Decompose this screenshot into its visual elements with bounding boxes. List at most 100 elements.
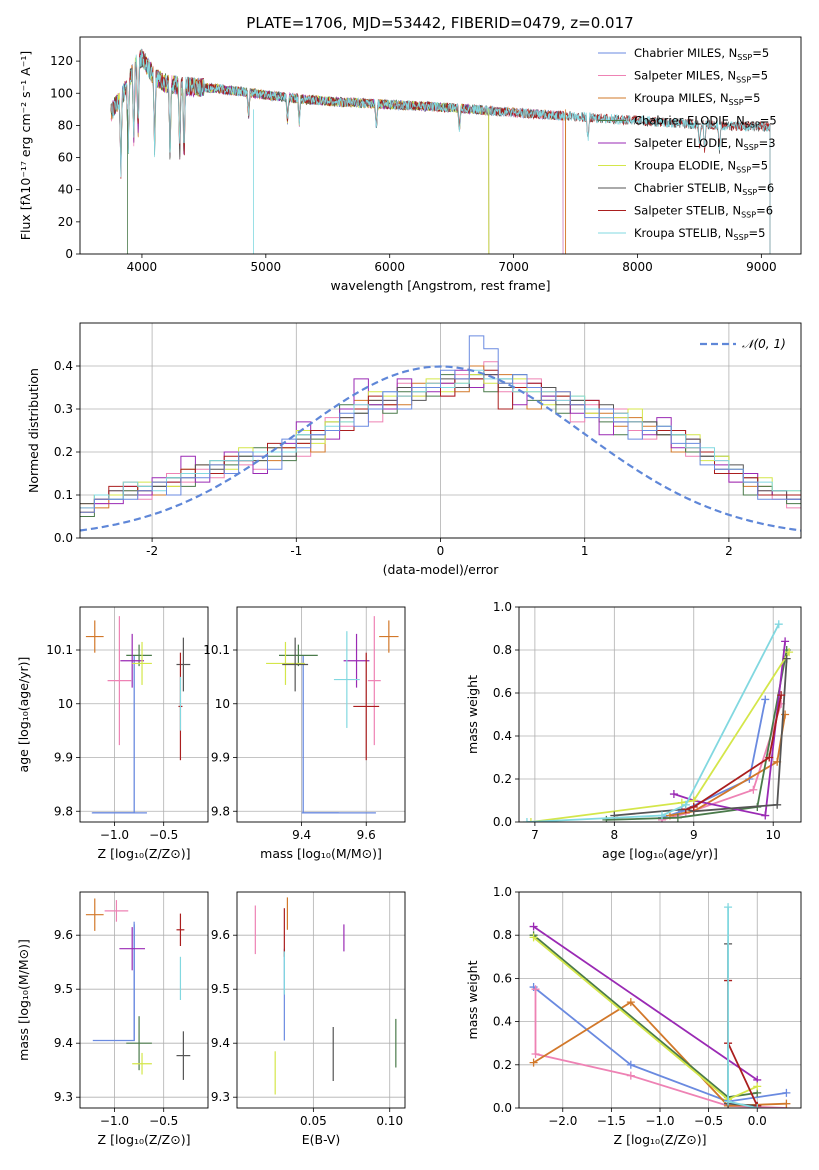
x-tick-label: 4000 xyxy=(127,260,158,274)
y-tick-label: 0.8 xyxy=(493,928,512,942)
series-marker xyxy=(782,1088,791,1097)
plot-content xyxy=(85,616,191,814)
series-marker xyxy=(761,811,770,820)
series-marker xyxy=(529,922,538,931)
series-marker xyxy=(749,785,758,794)
series-marker xyxy=(777,691,786,700)
x-tick-label: 7 xyxy=(531,828,539,842)
series-marker xyxy=(681,800,690,809)
grid-lines xyxy=(80,892,208,1108)
x-axis-label: mass [log₁₀(M/M⊙)] xyxy=(260,846,382,861)
panel-6: 0.05 0.10 9.3 9.4 9.5 9.6 E(B-V) xyxy=(211,891,406,1147)
series-marker xyxy=(602,815,611,822)
series-marker xyxy=(522,818,531,822)
y-tick-label: 10.1 xyxy=(203,643,230,657)
series-marker xyxy=(761,695,770,704)
series-marker xyxy=(657,811,666,820)
x-axis-label: Z [log₁₀(Z/Z⊙)] xyxy=(98,846,191,861)
plot-content xyxy=(266,616,399,814)
spectrum-chabrier-miles xyxy=(110,50,564,254)
x-tick-label: 9.6 xyxy=(357,828,376,842)
line-salpeter-stelib xyxy=(724,976,762,1108)
x-tick-label: 1 xyxy=(581,544,589,558)
y-tick-label: 9.9 xyxy=(211,751,230,765)
errorbar-salpeter-stelib xyxy=(353,652,380,761)
x-tick-label: −1.0 xyxy=(100,1114,129,1128)
series-marker xyxy=(773,800,782,809)
series-marker xyxy=(526,818,535,822)
series-marker xyxy=(785,648,794,657)
series-marker xyxy=(531,985,540,994)
figure-title: PLATE=1706, MJD=53442, FIBERID=0479, z=0… xyxy=(246,14,633,32)
errorbar-salpeter-elodie xyxy=(119,927,145,971)
line-chabrier-elodie xyxy=(529,931,762,1102)
errorbar-kroupa-miles xyxy=(379,620,399,653)
series-line xyxy=(533,986,787,1103)
grid-lines xyxy=(237,607,405,822)
series-line xyxy=(727,943,758,1107)
y-tick-label: 9.8 xyxy=(211,804,230,818)
x-axis-label: E(B-V) xyxy=(302,1132,341,1147)
x-tick-label: 0.0 xyxy=(748,1114,767,1128)
errorbar-salpeter-elodie xyxy=(120,633,144,688)
y-tick-label: 0.4 xyxy=(54,359,73,373)
series-line xyxy=(533,934,758,1099)
spectrum-kroupa-miles xyxy=(110,49,566,254)
y-tick-label: 1.0 xyxy=(493,885,512,899)
y-tick-label: 9.6 xyxy=(211,928,230,942)
y-tick-label: 0.3 xyxy=(54,402,73,416)
panel-3: 9.4 9.6 9.8 9.9 10 10.1 mass [log₁₀(M/M⊙)] xyxy=(203,606,406,861)
y-tick-label: 0.8 xyxy=(493,643,512,657)
errorbar-kroupa-stelib xyxy=(333,631,360,728)
y-tick-label: 9.6 xyxy=(54,928,73,942)
series-line xyxy=(606,649,788,821)
series-line xyxy=(526,623,780,822)
series-marker xyxy=(626,998,635,1007)
x-tick-label: 8 xyxy=(611,828,619,842)
series-line xyxy=(685,694,782,810)
line-kroupa-stelib xyxy=(724,903,762,1108)
y-axis-label: age [log₁₀(age/yr)] xyxy=(16,657,31,773)
x-tick-label: −1.5 xyxy=(597,1114,626,1128)
x-tick-label: 9.4 xyxy=(292,828,311,842)
errorbar-chabrier-elodie xyxy=(126,1016,152,1071)
chabrier-miles-link xyxy=(92,924,135,1042)
y-axis-label: mass weight xyxy=(465,675,480,754)
panel-7: −2.0 −1.5 −1.0 −0.5 0.0 0.0 0.2 0.4 0.6 0.8 1.0 Z [… xyxy=(465,885,802,1147)
axes-frame xyxy=(236,891,406,1109)
y-tick-label: 9.9 xyxy=(54,751,73,765)
x-tick-label: −0.5 xyxy=(149,1114,178,1128)
y-tick-label: 0.0 xyxy=(493,815,512,829)
panel-2: −1.0 −0.5 9.8 9.9 10 10.1 Z [log₁₀(Z/Z⊙)] age [… xyxy=(16,606,209,861)
series-marker xyxy=(753,1104,762,1108)
x-tick-label: 8000 xyxy=(622,260,653,274)
axes-frame xyxy=(79,36,802,255)
x-axis-label: Z [log₁₀(Z/Z⊙)] xyxy=(614,1132,707,1147)
x-tick-label: −1.0 xyxy=(645,1114,674,1128)
x-tick-label: -1 xyxy=(290,544,302,558)
errorbar-chabrier-stelib xyxy=(282,637,309,692)
grid-lines xyxy=(80,607,208,822)
plot-content xyxy=(85,898,191,1080)
y-axis-label: mass [log₁₀(M/M⊙)] xyxy=(16,939,31,1061)
axes-frame xyxy=(518,606,802,823)
axes-frame xyxy=(79,891,209,1109)
x-axis-label: (data-model)/error xyxy=(383,562,500,577)
y-tick-label: 9.8 xyxy=(54,804,73,818)
errorbar-kroupa-miles xyxy=(85,898,104,931)
spectrum-salpeter-miles xyxy=(110,49,564,254)
x-tick-label: −1.0 xyxy=(100,828,129,842)
line-salpeter-stelib xyxy=(681,691,786,814)
plot-content xyxy=(80,335,801,532)
series-marker xyxy=(669,790,678,799)
errorbar-salpeter-stelib xyxy=(176,913,185,946)
legend: 𝒩(0, 1) xyxy=(700,337,786,351)
legend-entry: Kroupa MILES, NSSP=5 xyxy=(634,91,760,107)
spectrum-kroupa-stelib xyxy=(110,48,771,254)
chart-layer: 4000 5000 6000 7000 8000 9000020406080100120w… xyxy=(16,36,802,1147)
series-line xyxy=(661,703,782,821)
series-marker xyxy=(626,1060,635,1069)
x-tick-label: −2.0 xyxy=(548,1114,577,1128)
plot-content xyxy=(522,620,794,822)
y-tick-label: 20 xyxy=(58,215,73,229)
